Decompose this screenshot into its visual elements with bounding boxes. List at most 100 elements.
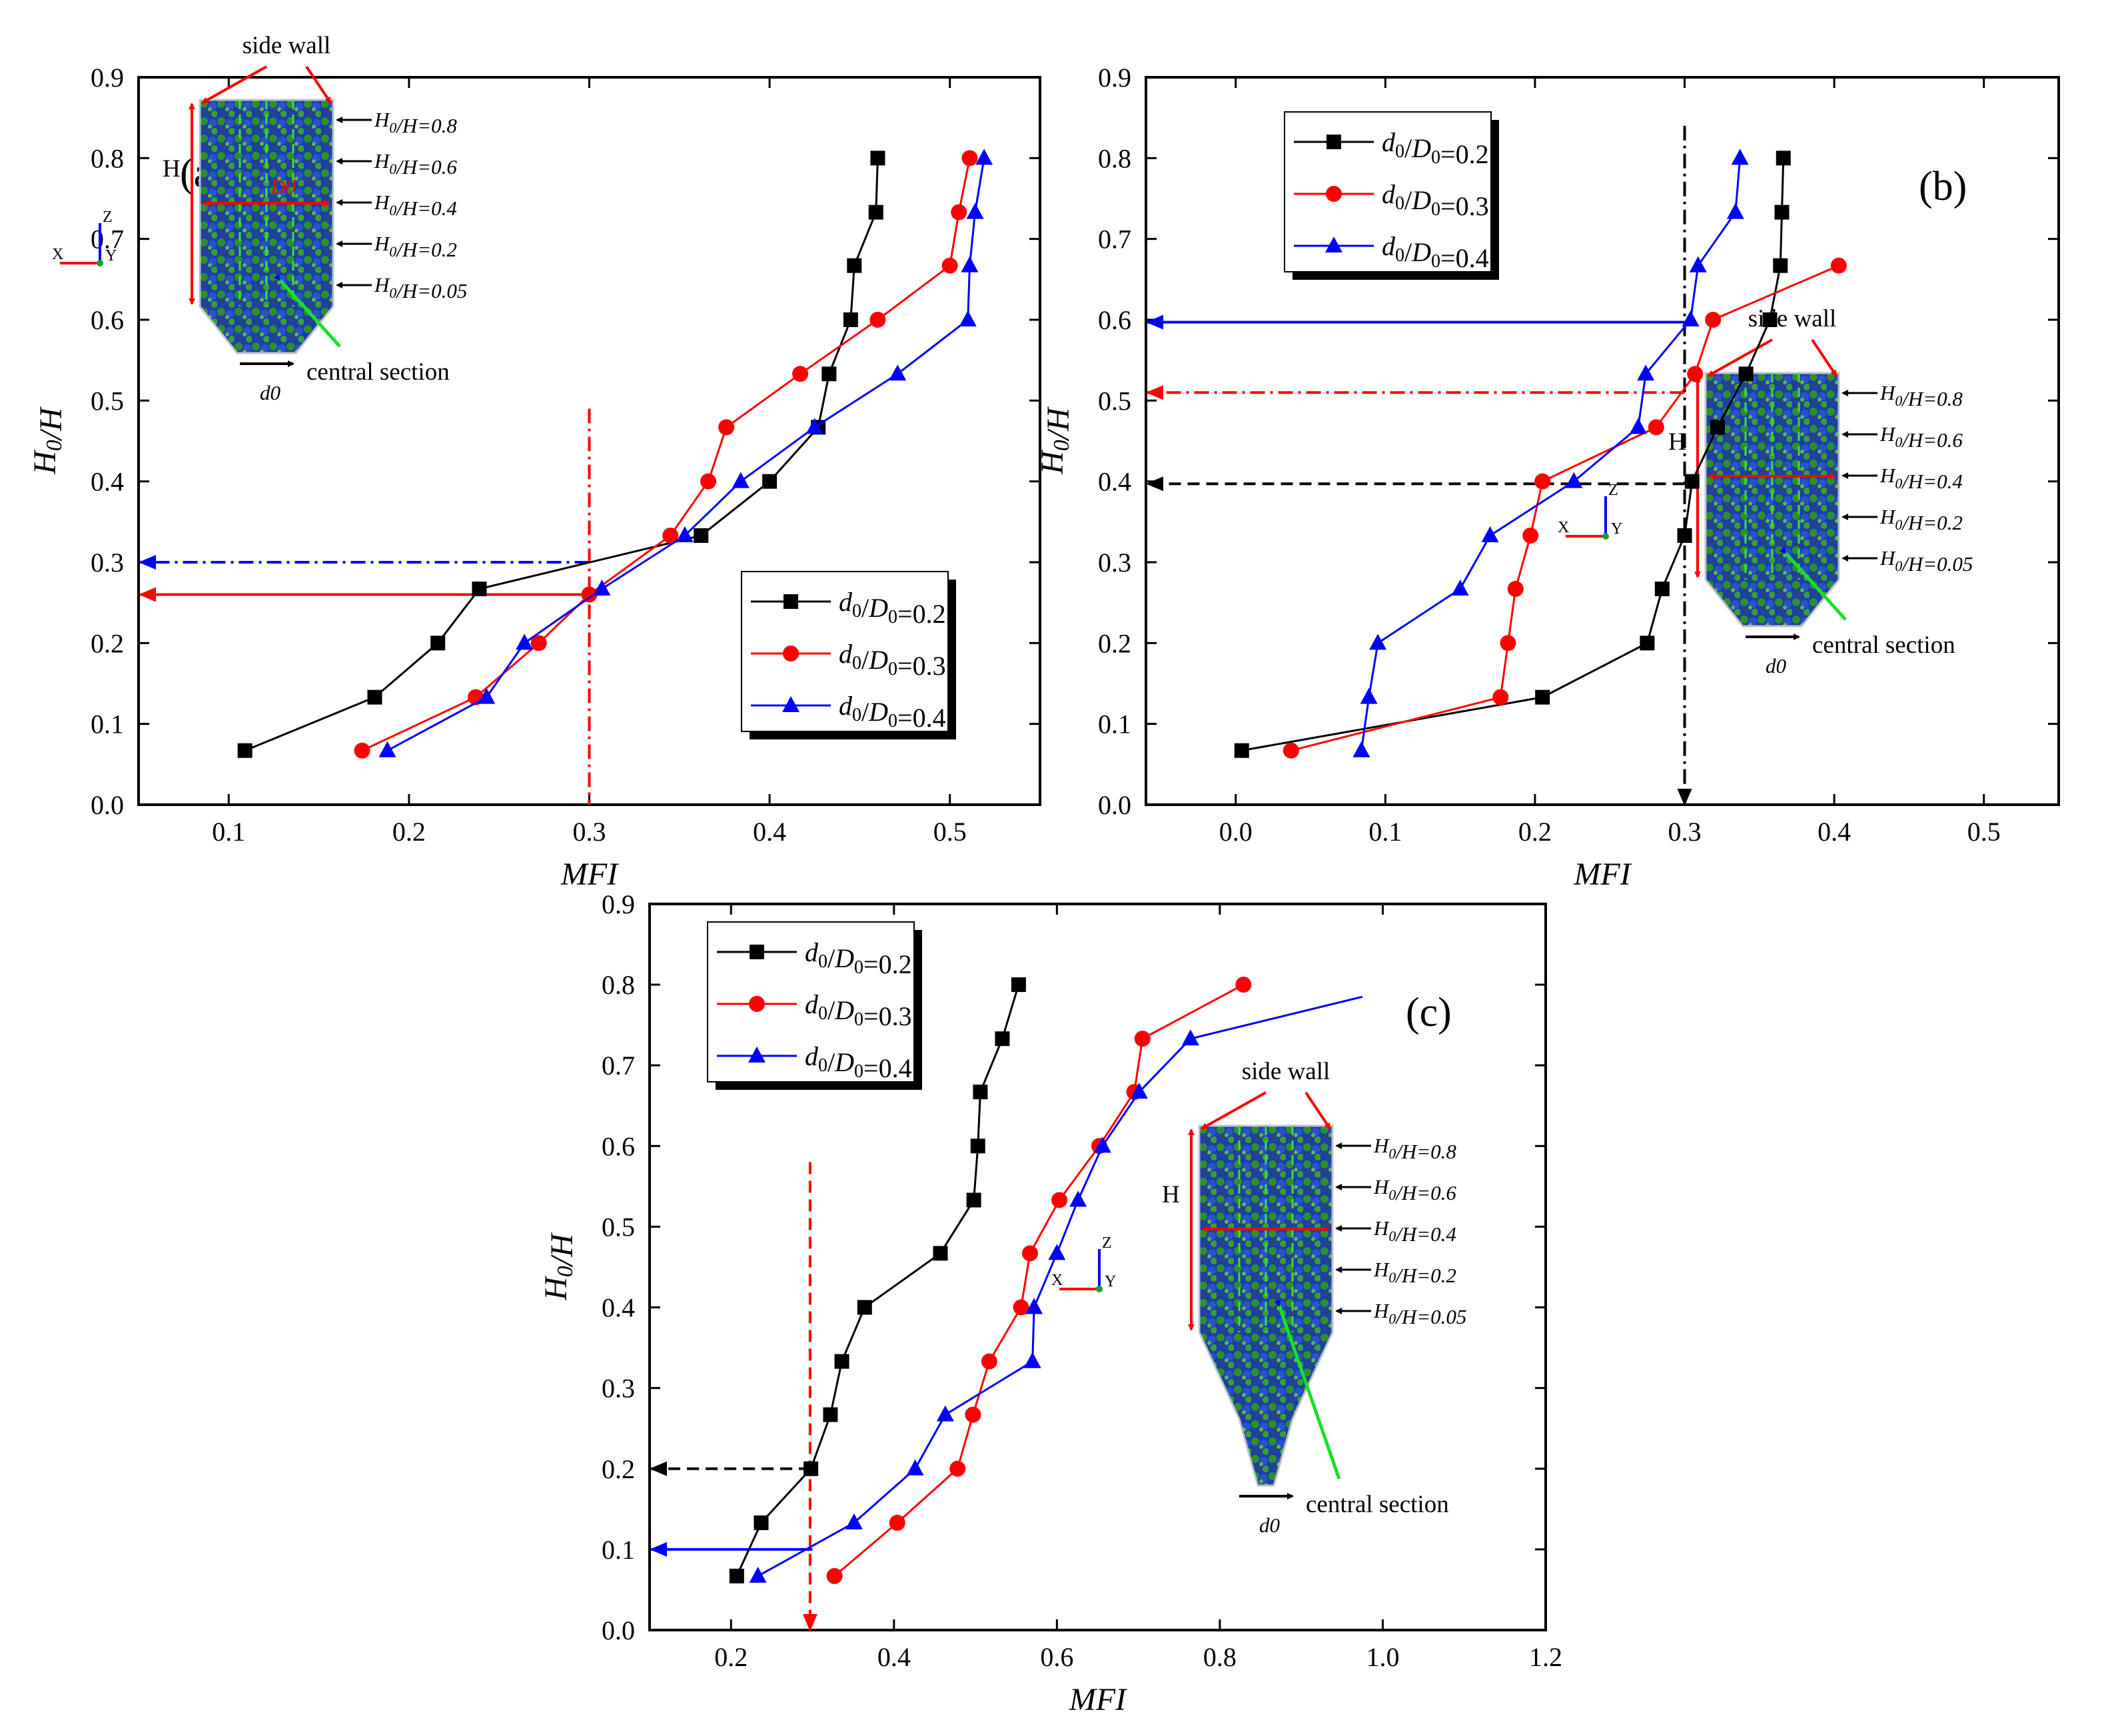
series-2: [354, 150, 978, 759]
plot-frame: [648, 903, 1547, 1631]
series-3: [378, 149, 993, 757]
data-point: [973, 1085, 988, 1100]
series-2: [1283, 257, 1847, 759]
data-point: [965, 1406, 981, 1423]
data-point: [803, 1461, 819, 1476]
level-label: H0/H=0.6: [374, 149, 457, 179]
series-line: [386, 158, 985, 752]
data-point: [1451, 580, 1469, 596]
y-tick-label: 0.0: [1098, 790, 1131, 820]
y-tick-label: 0.6: [602, 1131, 635, 1161]
data-point: [951, 204, 967, 220]
level-label: H0/H=0.2: [374, 232, 457, 261]
data-point: [1534, 473, 1551, 490]
data-point: [1710, 420, 1725, 435]
data-point: [749, 1566, 767, 1583]
x-tick-label: 1.0: [1366, 1642, 1399, 1672]
level-label: H0/H=0.8: [1879, 381, 1963, 410]
data-point: [1830, 257, 1847, 274]
y-tick-label: 0.3: [91, 548, 124, 578]
y-axis-label-group: H0/H: [1035, 406, 1076, 475]
data-point: [1492, 689, 1509, 705]
y-tick-label: 0.7: [602, 1051, 635, 1081]
data-point: [1181, 1029, 1199, 1046]
x-tick-label: 0.4: [1818, 817, 1851, 847]
data-point: [889, 1514, 905, 1531]
x-tick-label: 0.1: [212, 817, 245, 847]
x-tick-label: 0.3: [1668, 817, 1702, 847]
data-point: [1051, 1192, 1068, 1208]
data-point: [581, 586, 598, 603]
data-point: [516, 634, 534, 650]
legend-entry: d0/D0=0.4: [805, 1041, 912, 1083]
y-tick-label: 0.7: [1098, 224, 1131, 254]
outlet-label: d0: [1259, 1514, 1281, 1537]
series-line: [757, 995, 1363, 1577]
y-axis-label: H0/H: [538, 1232, 580, 1301]
series-line: [833, 983, 1245, 1577]
outlet-label: d0: [260, 381, 281, 404]
triad-x-label: X: [52, 246, 63, 263]
data-point: [966, 1192, 981, 1208]
y-tick-label: 0.1: [1098, 709, 1131, 739]
diameter-label: D0: [270, 175, 296, 199]
x-tick-label: 0.2: [392, 817, 426, 847]
data-point: [870, 151, 885, 166]
x-axis-label: MFI: [1069, 1682, 1127, 1717]
panel-label: (b): [1919, 164, 1967, 209]
data-point: [823, 1407, 838, 1422]
data-point: [792, 366, 809, 382]
triad-origin: [1602, 533, 1609, 540]
legend-marker: [1326, 186, 1342, 202]
central-section-label: central section: [1812, 632, 1955, 659]
data-point: [1522, 527, 1539, 544]
data-point: [936, 1405, 954, 1422]
inset-diagram-2: side wall H H0/H=0.8 H0/H=0.6 H0/H=0.4 H0/H=0…: [1051, 1058, 1466, 1537]
data-point: [593, 580, 611, 596]
legend-entry: d0/D0=0.4: [839, 691, 946, 733]
data-point: [1629, 418, 1647, 434]
x-tick-label: 0.8: [1203, 1642, 1237, 1672]
y-tick-label: 0.7: [91, 224, 124, 254]
x-tick-label: 0.4: [877, 1642, 911, 1672]
data-point: [1684, 474, 1700, 489]
y-tick-label: 0.2: [1098, 628, 1131, 658]
data-point: [941, 257, 958, 274]
outlet-label: d0: [1766, 654, 1787, 677]
data-point: [1130, 1083, 1148, 1099]
x-tick-label: 1.2: [1529, 1642, 1562, 1672]
legend-marker: [750, 945, 764, 959]
height-label: H: [163, 155, 181, 183]
y-tick-label: 0.6: [1098, 305, 1131, 335]
y-tick-label: 0.5: [1098, 386, 1131, 416]
y-tick-label: 0.3: [1098, 548, 1131, 578]
level-label: H0/H=0.05: [1879, 546, 1973, 576]
series-line: [1291, 264, 1839, 752]
y-axis-label-group: H0/H: [538, 1232, 580, 1301]
data-point: [1677, 528, 1692, 543]
data-point: [1283, 742, 1299, 759]
data-point: [966, 203, 984, 219]
series-line: [245, 158, 879, 752]
triad-x-label: X: [1558, 519, 1569, 536]
y-tick-label: 0.2: [602, 1454, 635, 1484]
data-point: [834, 1354, 849, 1369]
legend: d0/D0=0.2 d0/D0=0.3 d0/D0=0.4: [741, 571, 956, 739]
triad-z-label: Z: [103, 209, 113, 226]
data-point: [1776, 151, 1791, 166]
data-point: [478, 687, 496, 704]
triad-z-label: Z: [1102, 1234, 1112, 1252]
axis-triad: Z X Y: [1051, 1234, 1116, 1292]
data-point: [1069, 1190, 1087, 1207]
level-label: H0/H=0.4: [1373, 1216, 1456, 1246]
data-point: [949, 1460, 966, 1477]
legend-marker: [749, 996, 765, 1012]
y-tick-label: 0.8: [602, 970, 635, 1000]
series-line: [361, 158, 971, 752]
level-label: H0/H=0.8: [1373, 1134, 1456, 1163]
data-point: [430, 636, 446, 651]
inset-diagram-0: side wall H D0 H0/H=0.8 H0/H=0.6 H0/H=0.4 H0/H…: [52, 32, 467, 404]
y-tick-label: 0.6: [91, 305, 124, 335]
data-point: [1726, 203, 1744, 219]
